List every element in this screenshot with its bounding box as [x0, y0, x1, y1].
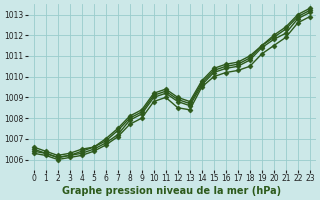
X-axis label: Graphe pression niveau de la mer (hPa): Graphe pression niveau de la mer (hPa) [62, 186, 281, 196]
